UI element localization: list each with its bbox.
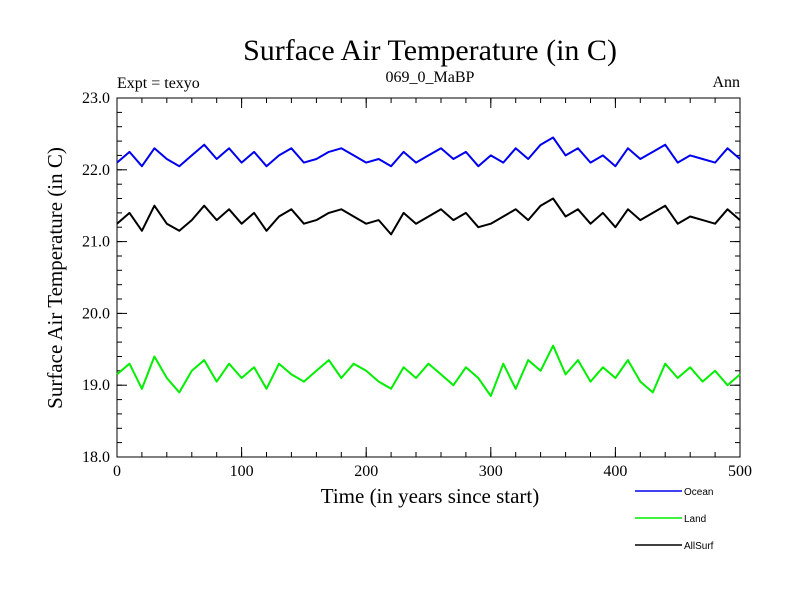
x-axis-label: Time (in years since start) — [321, 484, 540, 508]
experiment-label: Expt = texyo — [117, 75, 200, 92]
y-tick-label: 19.0 — [82, 377, 110, 394]
x-tick-label: 200 — [354, 463, 378, 480]
y-axis-label: Surface Air Temperature (in C) — [43, 147, 67, 409]
y-tick-label: 20.0 — [82, 305, 110, 322]
x-tick-label: 300 — [479, 463, 503, 480]
chart-title: Surface Air Temperature (in C) — [243, 34, 617, 67]
series-line-allsurf — [116, 197, 741, 236]
y-tick-label: 18.0 — [82, 449, 110, 466]
plot-frame — [116, 97, 741, 458]
season-label: Ann — [712, 74, 740, 91]
x-tick-label: 0 — [113, 463, 121, 480]
x-tick-label: 100 — [230, 463, 254, 480]
chart-subtitle: 069_0_MaBP — [386, 69, 475, 86]
series-line-ocean — [116, 136, 741, 168]
y-tick-label: 22.0 — [82, 162, 110, 179]
series-line-land — [116, 344, 741, 397]
y-tick-label: 21.0 — [82, 234, 110, 251]
legend-label-allsurf: AllSurf — [684, 541, 714, 552]
y-tick-label: 23.0 — [82, 90, 110, 107]
legend-label-ocean: Ocean — [684, 487, 713, 498]
legend-label-land: Land — [684, 514, 706, 525]
x-tick-label: 400 — [603, 463, 627, 480]
x-tick-label: 500 — [728, 463, 752, 480]
